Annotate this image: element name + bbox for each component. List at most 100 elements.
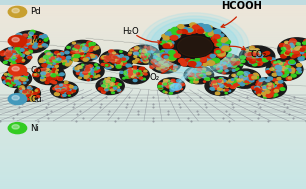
Circle shape	[15, 48, 19, 50]
Circle shape	[81, 50, 86, 53]
Bar	[0, 85, 306, 86]
Circle shape	[65, 83, 67, 84]
Circle shape	[146, 53, 150, 56]
Circle shape	[284, 45, 290, 49]
Circle shape	[67, 84, 70, 86]
Circle shape	[4, 50, 18, 58]
Circle shape	[193, 74, 196, 76]
Circle shape	[291, 40, 297, 43]
Circle shape	[114, 86, 117, 88]
Circle shape	[196, 67, 199, 70]
Circle shape	[145, 52, 150, 55]
Circle shape	[184, 66, 214, 84]
Circle shape	[170, 85, 173, 88]
Circle shape	[106, 88, 110, 90]
Circle shape	[187, 60, 193, 64]
Bar	[0, 6, 306, 7]
Circle shape	[54, 75, 58, 77]
Circle shape	[288, 50, 293, 53]
Circle shape	[207, 56, 212, 58]
Circle shape	[163, 63, 166, 65]
Circle shape	[28, 39, 31, 41]
Circle shape	[14, 47, 19, 50]
Circle shape	[298, 57, 304, 61]
Circle shape	[33, 92, 37, 94]
Circle shape	[105, 59, 109, 62]
Bar	[0, 89, 306, 90]
Circle shape	[196, 74, 200, 76]
Circle shape	[46, 64, 49, 65]
Circle shape	[56, 60, 61, 63]
Bar	[0, 80, 306, 81]
Circle shape	[213, 84, 218, 87]
Circle shape	[20, 86, 24, 88]
Circle shape	[295, 48, 299, 50]
Circle shape	[162, 34, 166, 37]
Circle shape	[151, 61, 155, 63]
Circle shape	[109, 50, 114, 53]
Circle shape	[133, 48, 147, 56]
Circle shape	[257, 57, 260, 58]
Circle shape	[30, 30, 35, 33]
Circle shape	[116, 62, 120, 64]
Circle shape	[9, 84, 13, 86]
Circle shape	[219, 49, 224, 51]
Circle shape	[47, 74, 51, 77]
Circle shape	[291, 68, 295, 71]
Circle shape	[109, 84, 111, 86]
Circle shape	[30, 34, 33, 36]
Circle shape	[6, 50, 11, 52]
Circle shape	[262, 58, 265, 60]
Circle shape	[257, 53, 262, 57]
Circle shape	[278, 67, 282, 70]
Circle shape	[97, 67, 99, 69]
Circle shape	[220, 64, 225, 67]
Text: Ni: Ni	[31, 124, 39, 133]
Circle shape	[166, 59, 169, 61]
Circle shape	[211, 82, 215, 84]
Circle shape	[151, 61, 155, 63]
Circle shape	[94, 48, 96, 50]
Bar	[0, 184, 306, 185]
Circle shape	[195, 64, 200, 67]
Bar	[0, 11, 306, 12]
Circle shape	[129, 52, 132, 54]
Circle shape	[256, 56, 259, 57]
Circle shape	[123, 78, 125, 79]
Circle shape	[125, 72, 127, 74]
Bar	[0, 129, 306, 130]
Circle shape	[116, 87, 119, 89]
Circle shape	[89, 54, 94, 57]
Circle shape	[153, 56, 157, 58]
Circle shape	[244, 49, 261, 58]
Circle shape	[294, 49, 297, 51]
Circle shape	[305, 40, 306, 44]
Circle shape	[180, 83, 185, 86]
Circle shape	[249, 46, 254, 49]
Circle shape	[86, 72, 89, 74]
Circle shape	[120, 71, 124, 73]
Circle shape	[177, 30, 182, 33]
Circle shape	[216, 36, 223, 41]
Circle shape	[84, 55, 87, 57]
Circle shape	[28, 87, 31, 89]
Circle shape	[115, 60, 118, 61]
Circle shape	[265, 59, 268, 61]
Circle shape	[235, 82, 240, 85]
Circle shape	[132, 73, 135, 74]
Circle shape	[289, 61, 294, 64]
Circle shape	[286, 48, 290, 50]
Circle shape	[105, 85, 108, 87]
Circle shape	[285, 52, 289, 54]
Circle shape	[153, 49, 155, 50]
Circle shape	[22, 60, 25, 61]
Circle shape	[45, 38, 48, 40]
Circle shape	[8, 64, 27, 76]
Circle shape	[155, 63, 158, 65]
Circle shape	[39, 59, 45, 62]
Circle shape	[80, 51, 83, 53]
Circle shape	[122, 58, 125, 60]
Circle shape	[134, 53, 137, 55]
Circle shape	[212, 58, 220, 63]
Circle shape	[45, 51, 50, 54]
